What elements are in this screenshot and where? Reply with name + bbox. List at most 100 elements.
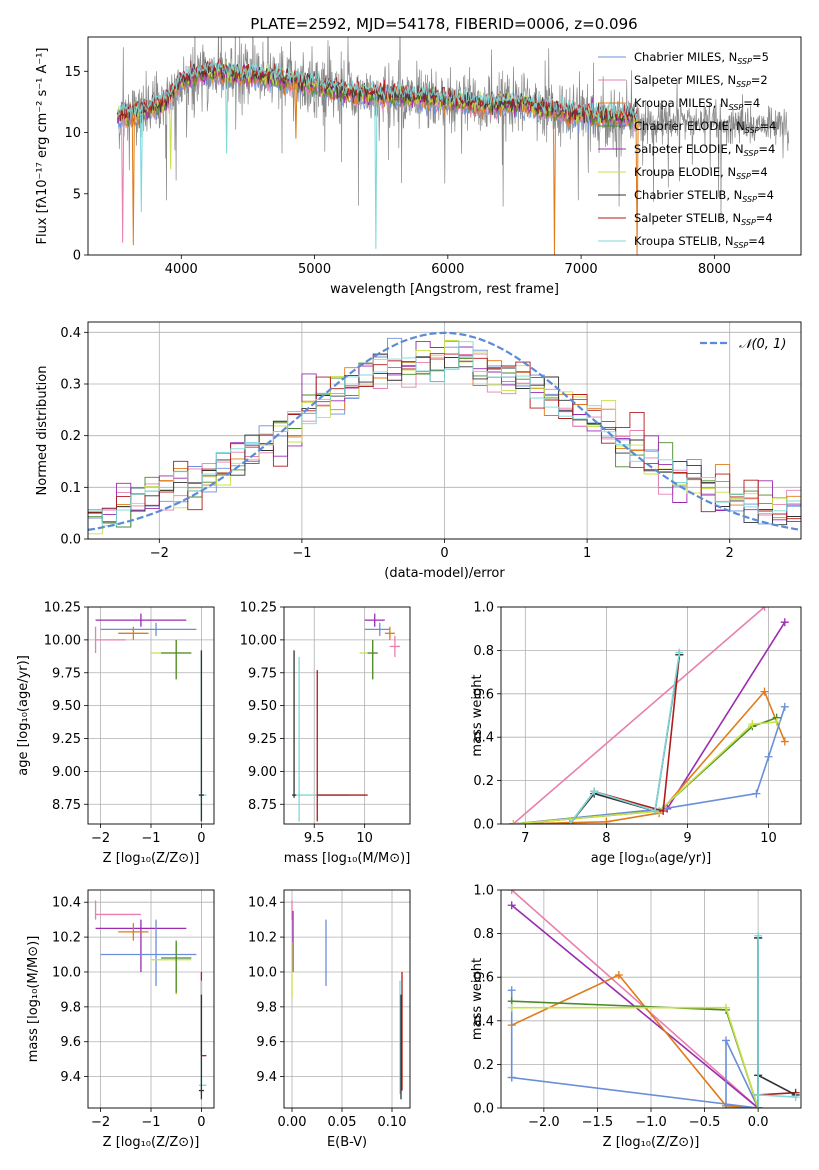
legend-entry-label: Chabrier MILES, NSSP=5 [634, 50, 769, 66]
axes-frame [87, 36, 802, 256]
series-marker [764, 752, 773, 761]
spectrum-absorption-line [374, 95, 378, 249]
series-marker [565, 820, 574, 824]
x-tick-label: −0.5 [689, 1115, 721, 1130]
axes-residuals: −2 −1 0 1 2 0.0 0.1 0.2 0.3 0.4 (data-model)/error… [35, 322, 801, 581]
spectrum-legend: Chabrier MILES, NSSP=5 Salpeter MILES, NS… [598, 50, 776, 250]
y-tick-label: 5 [73, 187, 81, 202]
y-tick-label: 0.2 [473, 1058, 494, 1073]
x-tick-label: 0.05 [328, 1115, 357, 1130]
y-axis-label: Normed distribution [35, 366, 50, 496]
histogram-step-line [88, 341, 801, 527]
x-axis-label: wavelength [Angstrom, rest frame] [330, 282, 559, 297]
series-marker [651, 806, 660, 815]
series-line [511, 890, 759, 1108]
x-tick-label: 2 [726, 546, 734, 561]
x-tick-label: 0 [440, 546, 448, 561]
y-tick-label: 0.3 [60, 378, 81, 393]
x-tick-label: 10 [356, 831, 373, 846]
series-line [569, 654, 681, 824]
spectrum-absorption-line [169, 96, 173, 170]
axes-frame [87, 889, 215, 1109]
y-tick-label: 0 [73, 249, 81, 264]
axes-frame [283, 606, 411, 825]
axes-spectrum: 4000 5000 6000 7000 8000 0 5 10 15 wavelength [An… [35, 48, 731, 298]
normal-legend-label: 𝒩(0, 1) [739, 337, 786, 352]
plot-area-weight_vs_Z [507, 890, 800, 1108]
series-marker [507, 1003, 516, 1012]
legend-entry-label: Kroupa STELIB, NSSP=4 [634, 234, 765, 250]
axes-frame [500, 889, 802, 1109]
series-marker [614, 971, 623, 980]
y-tick-label: 9.4 [60, 1070, 81, 1085]
x-tick-label: 0.0 [748, 1115, 769, 1130]
series-marker [507, 986, 516, 995]
y-tick-label: 0.6 [473, 687, 494, 702]
series-line [512, 607, 766, 824]
series-line [569, 652, 681, 824]
x-axis-label: (data-model)/error [384, 566, 505, 581]
series-marker [659, 806, 668, 815]
y-tick-label: 9.6 [256, 1035, 277, 1050]
x-axis-label: Z [log₁₀(Z/Z⊙)] [103, 1135, 200, 1150]
series-marker [780, 618, 789, 627]
y-tick-label: 0.4 [473, 731, 494, 746]
series-line [569, 654, 681, 824]
y-tick-label: 0.2 [60, 429, 81, 444]
x-tick-label: 0.10 [378, 1115, 407, 1130]
series-line [510, 990, 759, 1108]
y-tick-label: 9.4 [256, 1070, 277, 1085]
histogram-step-line [88, 353, 801, 520]
y-tick-label: 10.25 [44, 601, 81, 616]
y-tick-label: 10.00 [44, 633, 81, 648]
y-tick-label: 9.8 [60, 1000, 81, 1015]
y-tick-label: 10.00 [240, 633, 277, 648]
y-axis-label: Flux [fλ10⁻¹⁷ erg cm⁻² s⁻¹ A⁻¹] [35, 48, 50, 245]
figure-title: PLATE=2592, MJD=54178, FIBERID=0006, z=0… [250, 15, 637, 33]
x-tick-label: −1.5 [582, 1115, 614, 1130]
x-axis-label: Z [log₁₀(Z/Z⊙)] [103, 851, 200, 866]
y-tick-label: 10 [64, 126, 81, 141]
y-axis-label: mass [log₁₀(M/M⊙)] [26, 936, 41, 1063]
legend-entry-label: Chabrier STELIB, NSSP=4 [634, 188, 774, 204]
y-tick-label: 9.50 [248, 699, 277, 714]
x-tick-label: 10 [760, 831, 777, 846]
x-axis-label: Z [log₁₀(Z/Z⊙)] [603, 1135, 700, 1150]
series-marker [509, 820, 518, 824]
y-tick-label: 8.75 [52, 798, 81, 813]
y-tick-label: 10.4 [52, 896, 81, 911]
spectrum-absorption-line [131, 114, 135, 246]
series-line [757, 938, 796, 1108]
axes-mass_vs_ebv: 0.00 0.05 0.10 9.4 9.6 9.8 10.0 10.2 10.4 E(B-V) [248, 890, 410, 1150]
y-tick-label: 0.6 [473, 971, 494, 986]
plot-area-spectrum [116, 37, 790, 255]
series-marker [507, 901, 516, 910]
y-tick-label: 10.0 [52, 965, 81, 980]
x-tick-label: 7 [521, 831, 529, 846]
y-tick-label: 9.00 [248, 765, 277, 780]
series-marker [780, 702, 789, 711]
axes-frame [87, 321, 802, 540]
x-tick-label: 4000 [165, 262, 198, 277]
series-line [513, 721, 777, 824]
plot-area-age_vs_Z [94, 613, 207, 822]
x-tick-label: −2 [91, 831, 110, 846]
y-tick-label: 10.25 [240, 601, 277, 616]
x-tick-label: −1 [141, 831, 160, 846]
legend-entry-label: Kroupa MILES, NSSP=4 [634, 96, 760, 112]
series-line [511, 974, 759, 1108]
series-marker [507, 890, 516, 894]
x-tick-label: 0 [197, 1115, 205, 1130]
y-tick-label: 10.2 [248, 931, 277, 946]
x-tick-label: −2 [91, 1115, 110, 1130]
y-tick-label: 9.8 [256, 1000, 277, 1015]
series-line [757, 935, 796, 1108]
y-tick-label: 10.2 [52, 931, 81, 946]
x-axis-label: E(B-V) [327, 1135, 367, 1150]
x-tick-label: 7000 [565, 262, 598, 277]
series-marker [760, 607, 769, 611]
series-marker [675, 648, 684, 657]
series-line [757, 938, 796, 1108]
series-marker [772, 718, 781, 727]
